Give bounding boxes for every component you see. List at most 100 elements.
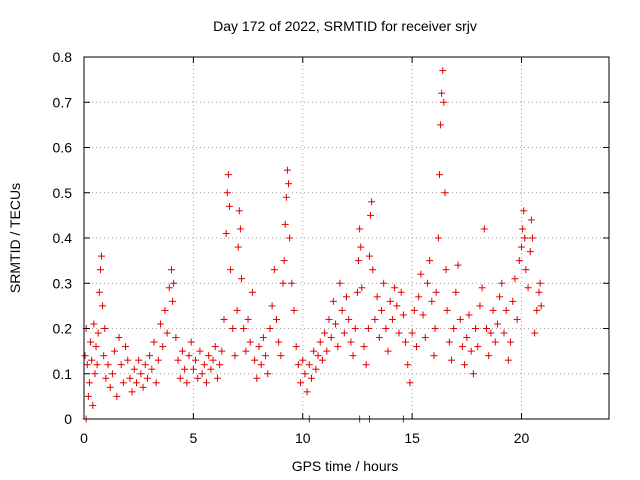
data-point: [143, 374, 151, 382]
data-point: [229, 325, 237, 332]
data-point: [154, 356, 162, 364]
data-point: [126, 374, 134, 382]
data-point: [496, 293, 504, 301]
x-tick-label: 20: [514, 430, 530, 446]
data-point: [327, 334, 335, 342]
data-point: [458, 343, 466, 351]
data-point: [102, 374, 110, 382]
data-point: [378, 306, 385, 314]
data-point: [397, 288, 405, 296]
data-point: [222, 229, 230, 237]
data-point: [236, 225, 244, 233]
data-point: [318, 356, 326, 364]
data-point: [391, 284, 399, 292]
data-point: [194, 374, 202, 382]
data-point: [139, 383, 147, 391]
data-point: [373, 293, 381, 301]
data-point: [209, 356, 217, 364]
data-point: [161, 306, 169, 314]
data-point: [428, 297, 436, 305]
data-point: [463, 334, 471, 342]
data-point: [474, 343, 482, 351]
data-point: [365, 252, 373, 260]
data-point: [526, 248, 534, 256]
data-point: [456, 315, 464, 323]
data-point: [325, 315, 333, 323]
data-point: [223, 189, 231, 197]
data-point: [440, 98, 448, 106]
data-point: [528, 234, 536, 242]
data-point: [367, 211, 375, 219]
data-point: [522, 266, 530, 274]
data-point: [115, 334, 123, 342]
data-point: [207, 365, 215, 373]
data-point: [491, 338, 499, 346]
data-point: [135, 356, 143, 364]
data-point: [231, 352, 239, 360]
data-point: [172, 334, 180, 342]
data-point: [98, 252, 105, 260]
y-tick-label: 0.4: [53, 230, 73, 246]
data-point: [233, 306, 241, 314]
data-point: [165, 284, 173, 292]
data-point: [178, 347, 186, 355]
data-point: [393, 302, 401, 310]
data-point: [218, 347, 226, 355]
data-point: [257, 361, 265, 369]
data-point: [521, 234, 529, 242]
data-point: [203, 379, 210, 387]
data-point: [84, 392, 92, 400]
data-point: [384, 347, 392, 355]
data-point: [185, 352, 193, 360]
data-point: [399, 311, 407, 319]
data-point: [94, 329, 102, 337]
y-tick-label: 0.1: [53, 366, 73, 382]
data-point: [279, 279, 287, 287]
data-point: [454, 261, 462, 269]
data-point: [308, 374, 315, 382]
data-point: [483, 325, 490, 332]
data-point: [183, 379, 191, 387]
data-point: [375, 334, 383, 342]
data-point: [316, 338, 324, 346]
data-point: [442, 266, 450, 274]
data-point: [355, 257, 363, 265]
data-point: [329, 297, 337, 305]
axis-ticks: [83, 56, 609, 420]
data-point: [88, 356, 96, 364]
y-tick-label: 0.3: [53, 275, 73, 291]
data-point: [305, 361, 313, 369]
data-point: [406, 379, 414, 387]
data-point: [253, 374, 261, 382]
y-axis-label: SRMTID / TECUs: [7, 183, 23, 293]
data-point: [259, 334, 267, 342]
data-point: [533, 306, 541, 314]
data-point: [480, 225, 488, 233]
chart-title: Day 172 of 2022, SRMTID for receiver srj…: [213, 18, 477, 34]
data-point: [439, 67, 447, 75]
data-point: [169, 297, 177, 305]
data-point: [227, 266, 235, 274]
data-point: [448, 356, 455, 364]
data-point: [124, 356, 132, 364]
data-point: [345, 315, 353, 323]
y-tick-labels: 0 0.1 0.2 0.3 0.4 0.5 0.6 0.7 0.8: [53, 49, 73, 427]
data-point: [150, 338, 158, 346]
data-point: [513, 315, 521, 323]
data-point: [163, 329, 171, 337]
data-point: [380, 279, 388, 287]
data-point: [159, 343, 167, 351]
data-point: [441, 189, 449, 197]
data-point: [531, 329, 539, 337]
data-point: [280, 257, 288, 265]
data-point: [246, 338, 254, 346]
data-point: [108, 370, 116, 378]
data-point: [465, 311, 473, 319]
y-tick-label: 0.7: [53, 94, 73, 110]
data-point: [92, 343, 100, 351]
data-point: [369, 266, 377, 274]
data-point: [113, 392, 121, 400]
data-point: [509, 297, 517, 305]
data-point: [141, 361, 149, 369]
